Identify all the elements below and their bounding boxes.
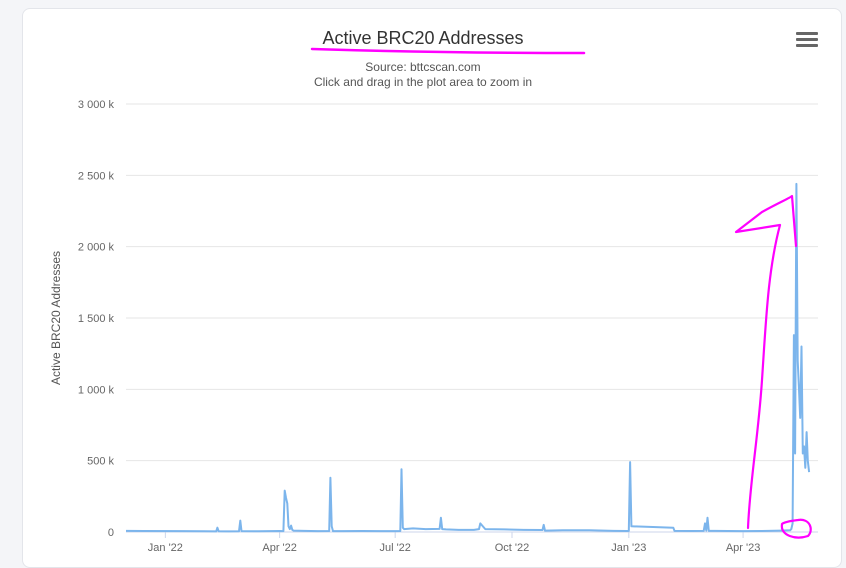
x-tick-label: Jan '23 [611,542,646,554]
arrow-annotation [734,194,798,530]
chart-title: Active BRC20 Addresses [322,28,524,48]
y-tick-label: 3 000 k [78,99,115,111]
y-axis-title: Active BRC20 Addresses [49,251,63,385]
title-underline-annotation [310,47,586,55]
y-tick-label: 2 500 k [78,170,115,182]
y-tick-label: 500 k [87,456,114,468]
x-tick-label: Jan '22 [148,542,183,554]
y-tick-label: 0 [108,527,114,539]
menu-icon[interactable] [796,32,818,50]
chart-subtitle: Source: bttcscan.com [365,60,481,74]
x-tick-label: Oct '22 [495,542,530,554]
x-tick-label: Apr '22 [262,542,297,554]
series-line[interactable] [125,182,811,533]
x-tick-label: Apr '23 [726,542,761,554]
y-tick-label: 2 000 k [78,242,115,254]
y-tick-label: 1 000 k [78,384,115,396]
zoom-hint: Click and drag in the plot area to zoom … [313,75,533,89]
chart-card [22,8,842,568]
x-tick-label: Jul '22 [379,542,410,554]
y-tick-label: 1 500 k [78,313,115,325]
circle-annotation [780,518,812,539]
